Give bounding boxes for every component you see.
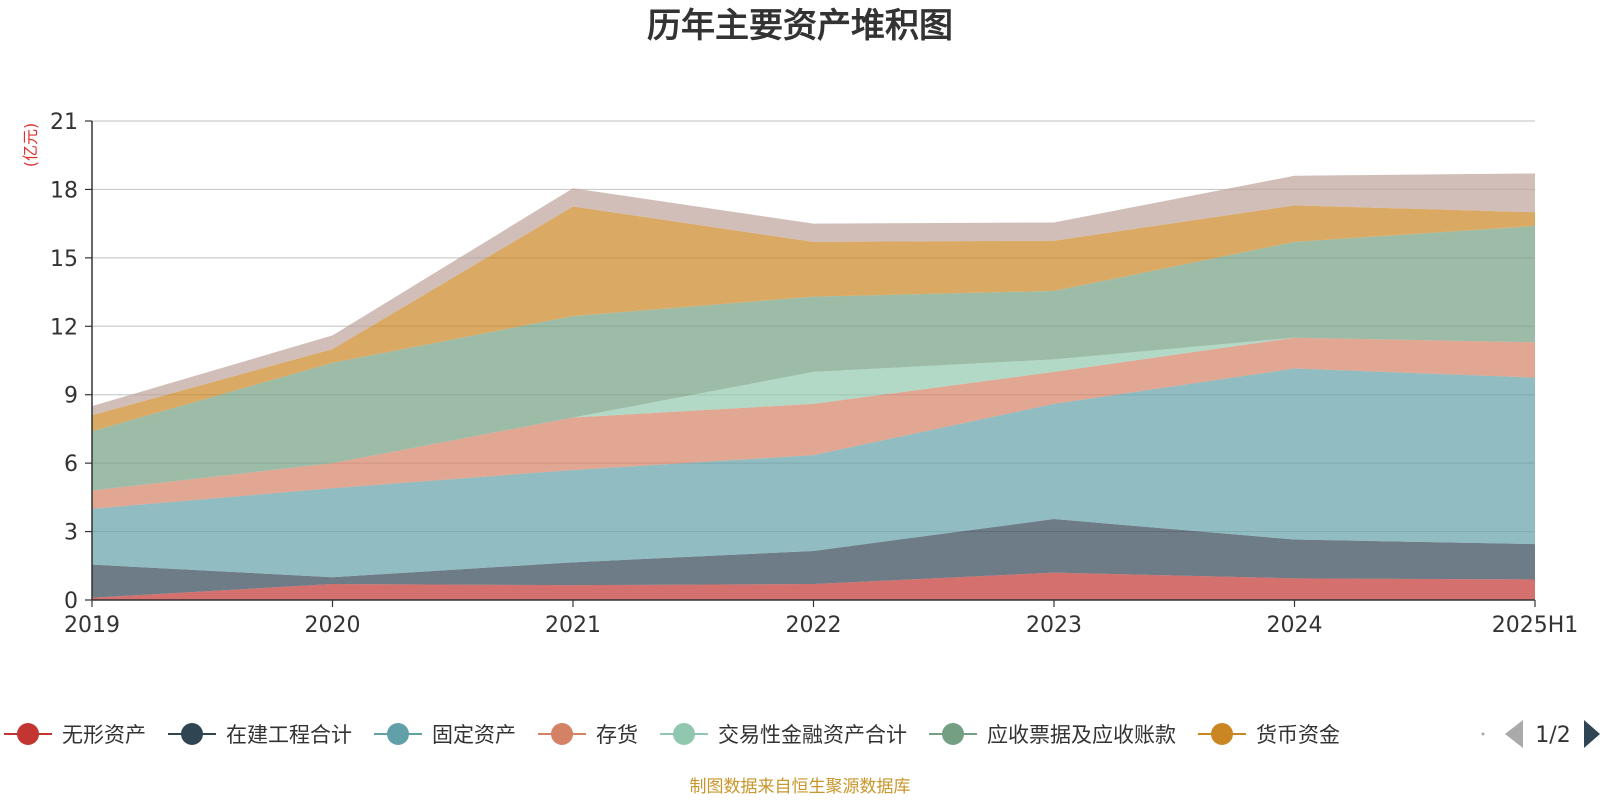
area-series-6 <box>92 205 1535 432</box>
area-series-1 <box>92 519 1535 598</box>
y-tick-label: 6 <box>64 452 78 477</box>
x-tick-label: 2020 <box>305 613 361 638</box>
x-tick-label: 2023 <box>1026 613 1082 638</box>
legend-item[interactable]: 在建工程合计 <box>167 723 352 747</box>
legend-label: 应收票据及应收账款 <box>987 723 1176 747</box>
legend-label: 在建工程合计 <box>226 723 352 747</box>
area-series <box>92 173 1535 600</box>
legend-marker <box>386 723 409 745</box>
area-series-7 <box>92 173 1535 416</box>
x-tick-label: 2021 <box>545 613 601 638</box>
legend-item[interactable]: 应收票据及应收账款 <box>928 723 1176 747</box>
legend-next-page-icon[interactable] <box>1584 720 1600 748</box>
legend-marker <box>180 723 203 745</box>
area-series-2 <box>92 368 1535 578</box>
axes: 0 3 6 9 12 15 18 21 2019 2020 2021 2022 2023 2024 2025… <box>50 110 1578 638</box>
y-tick-label: 9 <box>64 384 78 409</box>
legend-item[interactable]: 存货 <box>537 723 638 747</box>
legend-item[interactable]: 货币资金 <box>1197 723 1340 747</box>
y-tick-label: 21 <box>50 110 78 135</box>
area-series-5 <box>92 225 1535 491</box>
x-tick-label: 2025H1 <box>1492 613 1579 638</box>
y-tick-label: 0 <box>64 589 78 614</box>
legend-label: 固定资产 <box>432 723 516 747</box>
area-series-0 <box>92 572 1535 600</box>
legend-marker <box>17 723 39 745</box>
legend-item[interactable]: 交易性金融资产合计 <box>659 723 907 747</box>
legend-label: 货币资金 <box>1256 723 1340 747</box>
legend-marker <box>941 723 964 745</box>
y-tick-label: 18 <box>50 178 78 203</box>
legend-page-indicator: 1/2 <box>1535 723 1570 748</box>
legend-marker <box>672 723 695 745</box>
area-series-3 <box>92 337 1535 509</box>
legend-item[interactable]: 固定资产 <box>373 723 516 747</box>
x-tick-label: 2022 <box>786 613 842 638</box>
y-tick-label: 15 <box>50 247 78 272</box>
legend-label: 无形资产 <box>62 723 146 747</box>
legend-item[interactable]: 无形资产 <box>4 723 146 747</box>
legend: 无形资产 在建工程合计 固定资产 存货 交易性金融资产合计 应收票据及应收账款 货币资金 1/… <box>4 720 1600 748</box>
x-tick-label: 2024 <box>1267 613 1323 638</box>
chart-title: 历年主要资产堆积图 <box>647 6 953 46</box>
data-source-footer: 制图数据来自恒生聚源数据库 <box>690 777 911 797</box>
legend-prev-page-icon[interactable] <box>1505 720 1523 748</box>
y-tick-label: 3 <box>64 521 78 546</box>
legend-more-dot <box>1481 732 1485 736</box>
y-axis-unit: (亿元) <box>21 123 40 168</box>
legend-marker <box>550 723 573 745</box>
y-tick-label: 12 <box>50 315 78 340</box>
legend-label: 交易性金融资产合计 <box>718 723 907 747</box>
legend-label: 存货 <box>596 723 638 747</box>
legend-marker <box>1210 723 1233 745</box>
x-tick-label: 2019 <box>64 613 120 638</box>
